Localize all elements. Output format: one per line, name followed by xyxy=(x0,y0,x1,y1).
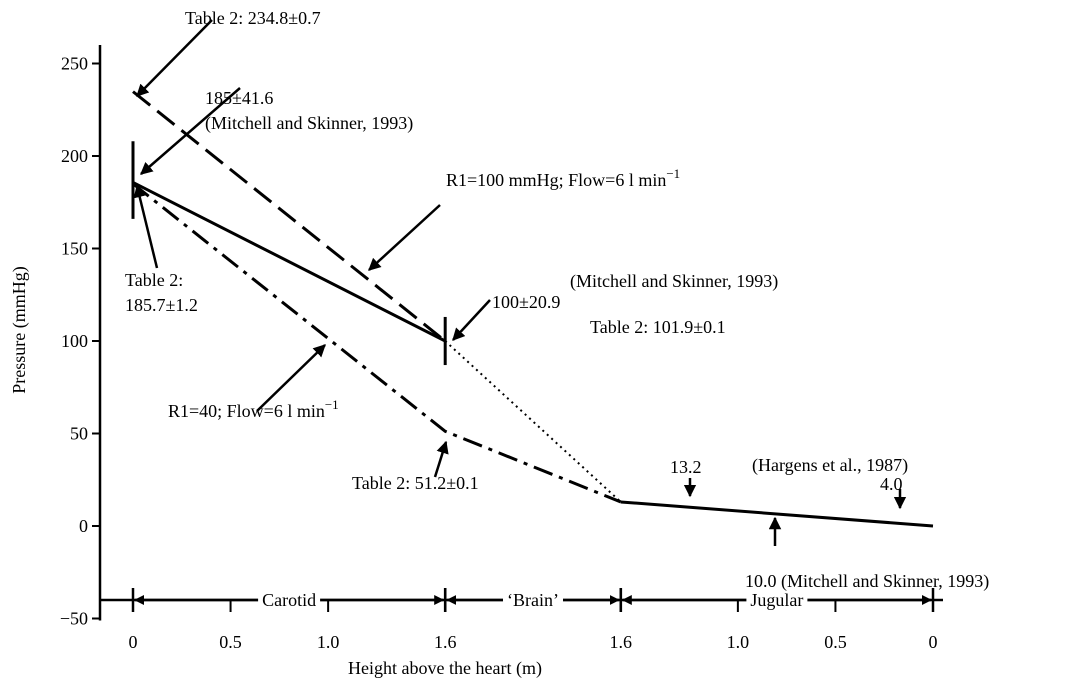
annotation-text: Table 2: 234.8±0.7 xyxy=(185,8,321,28)
annotation-text: 10.0 (Mitchell and Skinner, 1993) xyxy=(745,571,989,592)
annotation-text: R1=40; Flow=6 l min xyxy=(168,401,325,421)
annotation: 185.7±1.2 xyxy=(125,295,198,315)
annotation-text: 4.0 xyxy=(880,474,903,494)
x-tick-label: 0.5 xyxy=(824,632,847,652)
annotation-text: Table 2: xyxy=(125,270,183,290)
x-tick-label: 1.6 xyxy=(610,632,633,652)
y-tick-label: 150 xyxy=(61,239,88,259)
annotation: 185±41.6 xyxy=(205,88,273,108)
line-series xyxy=(132,90,447,343)
annotation-text: (Mitchell and Skinner, 1993) xyxy=(205,113,413,134)
annotation: (Hargens et al., 1987) xyxy=(752,455,908,476)
line-series xyxy=(620,500,934,528)
annotation-text: 185.7±1.2 xyxy=(125,295,198,315)
region-label-bg xyxy=(503,590,563,610)
region-label: Jugular xyxy=(750,590,803,610)
y-tick-label: 50 xyxy=(70,424,88,444)
x-tick-label: 1.0 xyxy=(727,632,750,652)
annotation-text: (Hargens et al., 1987) xyxy=(752,455,908,476)
annotation: 100±20.9 xyxy=(492,292,560,312)
annotation: Table 2: 234.8±0.7 xyxy=(185,8,321,28)
y-tick-label: 200 xyxy=(61,146,88,166)
x-axis-label: Height above the heart (m) xyxy=(348,658,542,679)
x-tick-label: 1.0 xyxy=(317,632,340,652)
x-tick-label: 1.6 xyxy=(434,632,457,652)
annotation-sup: −1 xyxy=(325,397,339,412)
annotation: Table 2: 101.9±0.1 xyxy=(590,317,726,337)
region-label-bg xyxy=(258,590,321,610)
line-series xyxy=(444,340,622,503)
annotation-text: (Mitchell and Skinner, 1993) xyxy=(570,271,778,292)
annotation: R1=100 mmHg; Flow=6 l min−1 xyxy=(446,166,680,190)
line-series xyxy=(132,181,446,343)
annotation-text: 100±20.9 xyxy=(492,292,560,312)
y-tick-label: −50 xyxy=(60,609,88,629)
y-tick-label: 100 xyxy=(61,331,88,351)
annotation: (Mitchell and Skinner, 1993) xyxy=(570,271,778,292)
annotation-text: R1=100 mmHg; Flow=6 l min xyxy=(446,170,666,190)
x-tick-label: 0.5 xyxy=(219,632,242,652)
annotation-arrows xyxy=(133,19,907,546)
annotation: Table 2: 51.2±0.1 xyxy=(352,473,479,493)
annotation-text: 13.2 xyxy=(670,457,702,477)
x-tick-label: 0 xyxy=(929,632,938,652)
annotation: 13.2 xyxy=(670,457,702,477)
region-label: Carotid xyxy=(262,590,316,610)
annotation-sup: −1 xyxy=(666,166,680,181)
x-tick-label: 0 xyxy=(129,632,138,652)
annotation-text: 185±41.6 xyxy=(205,88,273,108)
annotation-text: Table 2: 101.9±0.1 xyxy=(590,317,726,337)
annotation-text: Table 2: 51.2±0.1 xyxy=(352,473,479,493)
annotation: 4.0 xyxy=(880,474,903,494)
region-label: ‘Brain’ xyxy=(507,590,559,610)
annotation: R1=40; Flow=6 l min−1 xyxy=(168,397,339,421)
region-label-bg xyxy=(746,590,808,610)
y-tick-label: 0 xyxy=(79,516,88,536)
line-series xyxy=(132,182,622,504)
annotation: (Mitchell and Skinner, 1993) xyxy=(205,113,413,134)
annotation: 10.0 (Mitchell and Skinner, 1993) xyxy=(745,571,989,592)
annotation: Table 2: xyxy=(125,270,183,290)
y-tick-label: 250 xyxy=(61,54,88,74)
y-axis-label: Pressure (mmHg) xyxy=(9,266,30,393)
